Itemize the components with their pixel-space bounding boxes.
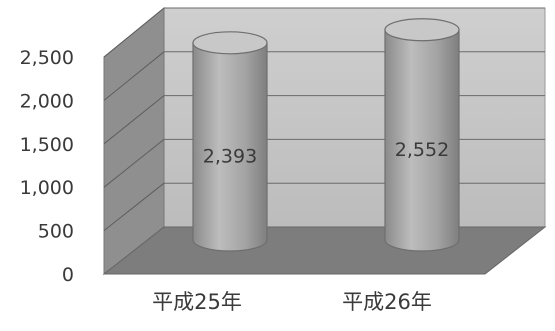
y-tick-label: 500 [38, 221, 74, 243]
bar-top [384, 18, 460, 42]
bar-body [192, 42, 268, 252]
floor [102, 226, 547, 275]
bar-body [384, 29, 460, 252]
data-label: 2,393 [203, 145, 257, 167]
bar-top [192, 31, 268, 55]
data-label: 2,552 [395, 139, 449, 161]
y-tick-label: 2,000 [20, 90, 74, 112]
bar [192, 31, 268, 252]
gridline-side [103, 182, 165, 231]
gridline-side [103, 7, 165, 58]
y-tick-label: 1,000 [20, 177, 74, 199]
bar [384, 18, 460, 252]
x-tick-label: 平成26年 [342, 290, 432, 314]
gridline-side [103, 95, 165, 145]
x-tick-label: 平成25年 [152, 290, 242, 314]
y-tick-label: 1,500 [20, 134, 74, 156]
gridline-side [103, 139, 165, 188]
y-tick-label: 0 [62, 264, 74, 286]
gridline-side [103, 51, 165, 101]
y-tick-label: 2,500 [20, 47, 74, 69]
